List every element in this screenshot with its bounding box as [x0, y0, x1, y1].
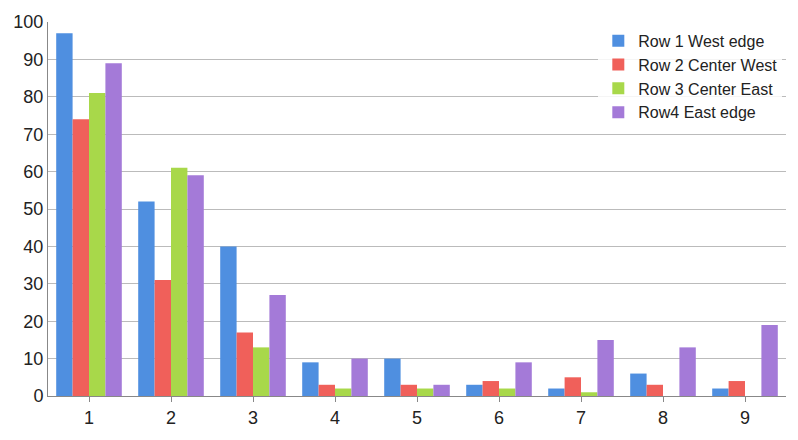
svg-text:50: 50 — [23, 199, 43, 219]
svg-text:0: 0 — [33, 386, 43, 406]
svg-text:40: 40 — [23, 237, 43, 257]
svg-text:60: 60 — [23, 162, 43, 182]
svg-text:9: 9 — [740, 408, 750, 428]
svg-text:70: 70 — [23, 125, 43, 145]
svg-text:10: 10 — [23, 349, 43, 369]
svg-text:30: 30 — [23, 274, 43, 294]
svg-text:90: 90 — [23, 50, 43, 70]
svg-text:Row4 East edge: Row4 East edge — [638, 104, 756, 121]
svg-text:8: 8 — [658, 408, 668, 428]
svg-text:Row 1 West edge: Row 1 West edge — [638, 33, 764, 50]
svg-text:7: 7 — [576, 408, 586, 428]
svg-text:2: 2 — [166, 408, 176, 428]
svg-text:Row 2 Center West: Row 2 Center West — [638, 57, 777, 74]
svg-text:100: 100 — [13, 12, 43, 32]
svg-text:Row 3 Center East: Row 3 Center East — [638, 81, 773, 98]
svg-text:6: 6 — [494, 408, 504, 428]
svg-text:3: 3 — [248, 408, 258, 428]
svg-text:5: 5 — [412, 408, 422, 428]
svg-text:80: 80 — [23, 87, 43, 107]
svg-text:4: 4 — [330, 408, 340, 428]
svg-text:1: 1 — [84, 408, 94, 428]
svg-text:20: 20 — [23, 312, 43, 332]
